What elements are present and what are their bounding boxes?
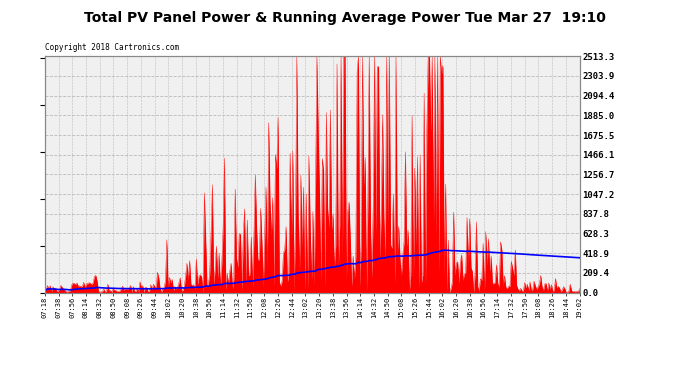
Text: Copyright 2018 Cartronics.com: Copyright 2018 Cartronics.com: [45, 44, 179, 52]
Text: PV Panels  (DC Watts): PV Panels (DC Watts): [495, 40, 592, 49]
Text: Total PV Panel Power & Running Average Power Tue Mar 27  19:10: Total PV Panel Power & Running Average P…: [84, 11, 606, 25]
Text: Average  (DC Watts): Average (DC Watts): [368, 40, 456, 49]
